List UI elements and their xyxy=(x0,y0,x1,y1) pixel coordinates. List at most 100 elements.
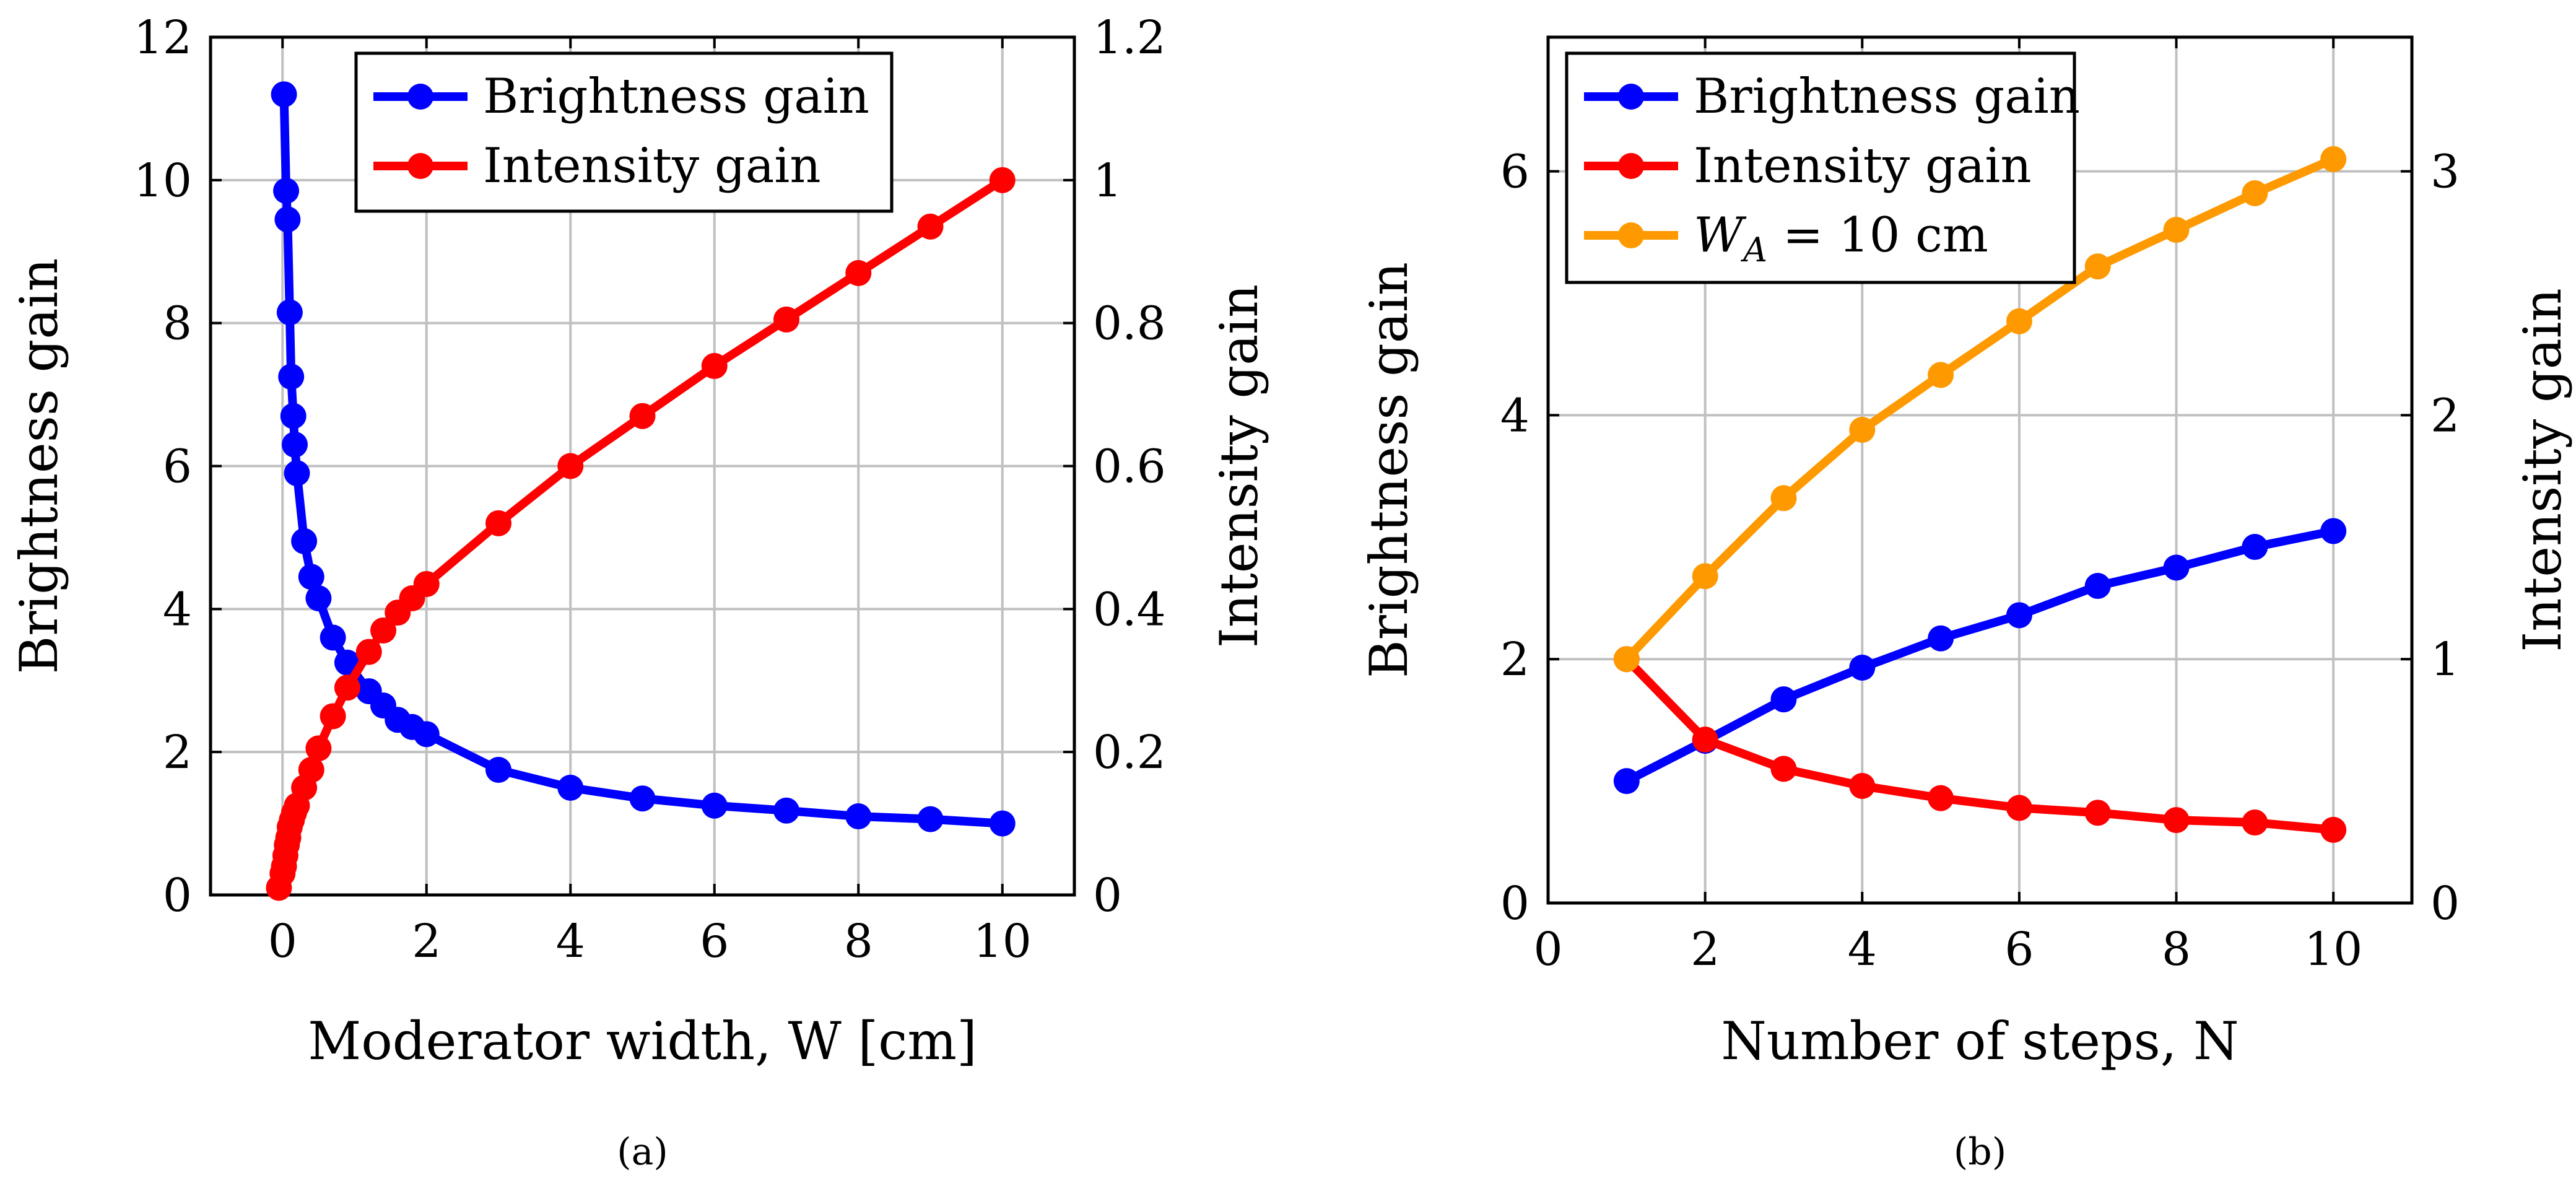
series-brightness-gain xyxy=(1613,518,2347,795)
data-point xyxy=(2084,800,2111,826)
data-point xyxy=(917,213,944,240)
data-point xyxy=(557,774,584,801)
data-point xyxy=(334,674,360,701)
data-point xyxy=(1613,646,1640,673)
data-point xyxy=(1849,417,1876,443)
legend-label: Intensity gain xyxy=(1694,138,2032,194)
data-point xyxy=(989,810,1016,837)
data-point xyxy=(305,735,332,762)
x-axis-label: Number of steps, N xyxy=(1721,1011,2239,1071)
data-point xyxy=(1849,772,1876,799)
legend-swatch-marker xyxy=(1618,84,1644,110)
data-point xyxy=(845,260,872,286)
x-tick-label: 6 xyxy=(700,915,729,968)
x-tick-label: 0 xyxy=(1533,923,1562,976)
x-tick-label: 8 xyxy=(2162,923,2191,976)
series-line xyxy=(274,176,1005,889)
data-point xyxy=(284,460,310,487)
data-point xyxy=(271,81,297,108)
y2-tick-label: 0 xyxy=(1093,869,1122,922)
data-point xyxy=(701,352,728,379)
legend-swatch-marker xyxy=(407,84,433,110)
data-point xyxy=(2320,146,2347,172)
data-point xyxy=(2242,180,2268,207)
legend-swatch-marker xyxy=(1618,153,1644,179)
data-point xyxy=(557,453,584,479)
series-line xyxy=(1623,155,2335,663)
data-point xyxy=(845,803,872,830)
legend-label: Intensity gain xyxy=(483,138,821,194)
data-point xyxy=(2242,809,2268,836)
legend-swatch-marker xyxy=(407,153,433,179)
x-tick-label: 10 xyxy=(2304,923,2362,976)
x-tick-label: 4 xyxy=(556,915,585,968)
data-point xyxy=(2320,816,2347,843)
data-point xyxy=(355,639,382,665)
data-point xyxy=(2163,807,2190,834)
x-tick-label: 0 xyxy=(268,915,297,968)
x-tick-label: 2 xyxy=(1690,923,1720,976)
data-point xyxy=(1770,686,1797,713)
data-point xyxy=(1613,768,1640,795)
legend: Brightness gain Intensity gain WA = 10 cm xyxy=(1565,51,2080,284)
data-point xyxy=(282,431,308,458)
panel-a: 0 2 4 6 8 10 0 2 4 6 8 10 12 0 0.2 0.4 0.6 0.8 1 1.2 Moderat… xyxy=(9,11,1269,1174)
legend-box xyxy=(354,51,894,213)
data-point xyxy=(1692,726,1718,753)
y2-tick-label: 0.6 xyxy=(1093,440,1166,494)
y-tick-label: 0 xyxy=(163,869,192,922)
data-point xyxy=(2242,534,2268,561)
data-point xyxy=(276,299,303,326)
data-point xyxy=(298,564,324,590)
y-tick-label: 6 xyxy=(1500,146,1530,199)
data-point xyxy=(305,585,332,612)
data-point xyxy=(917,806,944,832)
x-tick-label: 8 xyxy=(844,915,873,968)
x-tick-label: 10 xyxy=(973,915,1032,968)
y2-tick-label: 0.8 xyxy=(1093,297,1166,351)
y-tick-label: 2 xyxy=(1500,633,1530,686)
y2-tick-label: 3 xyxy=(2430,146,2460,199)
data-point xyxy=(1928,625,1954,652)
y2-axis-label: Intensity gain xyxy=(2512,288,2573,652)
y-tick-label: 6 xyxy=(163,440,192,494)
x-tick-label: 4 xyxy=(1848,923,1877,976)
series-intensity-gain xyxy=(1613,646,2347,843)
data-point xyxy=(298,757,324,783)
data-point xyxy=(370,617,396,643)
data-point xyxy=(1928,785,1954,811)
data-point xyxy=(773,797,799,824)
y-tick-label: 10 xyxy=(134,154,192,207)
data-point xyxy=(2006,795,2032,821)
data-point xyxy=(413,570,440,597)
data-point xyxy=(629,403,656,429)
data-point xyxy=(485,757,511,783)
data-point xyxy=(1928,362,1954,388)
series-line xyxy=(1623,656,2334,834)
x-axis-label: Moderator width, W [cm] xyxy=(308,1011,977,1071)
panel-caption: (b) xyxy=(1954,1130,2006,1174)
data-point xyxy=(629,785,656,812)
panel-caption: (a) xyxy=(617,1130,668,1174)
data-point xyxy=(2006,308,2032,334)
panel-b: 0 2 4 6 8 10 0 2 4 6 0 1 2 3 Number of steps, N Brightn… xyxy=(1359,35,2573,1174)
data-point xyxy=(989,167,1016,193)
y2-tick-label: 1 xyxy=(2430,633,2460,686)
x-tick-label: 6 xyxy=(2004,923,2034,976)
plot-frame xyxy=(1546,35,2414,905)
legend-label: Brightness gain xyxy=(483,69,869,124)
y2-tick-label: 1 xyxy=(1093,154,1122,207)
data-point xyxy=(701,792,728,819)
data-point xyxy=(2163,217,2190,243)
data-point xyxy=(274,206,301,233)
x-tick-label: 2 xyxy=(412,915,441,968)
data-point xyxy=(2320,518,2347,544)
data-point xyxy=(773,306,799,333)
data-point xyxy=(1770,485,1797,512)
data-point xyxy=(2084,253,2111,280)
data-point xyxy=(485,510,511,536)
y-tick-label: 8 xyxy=(163,297,192,351)
data-point xyxy=(413,721,440,748)
data-point xyxy=(280,403,307,429)
